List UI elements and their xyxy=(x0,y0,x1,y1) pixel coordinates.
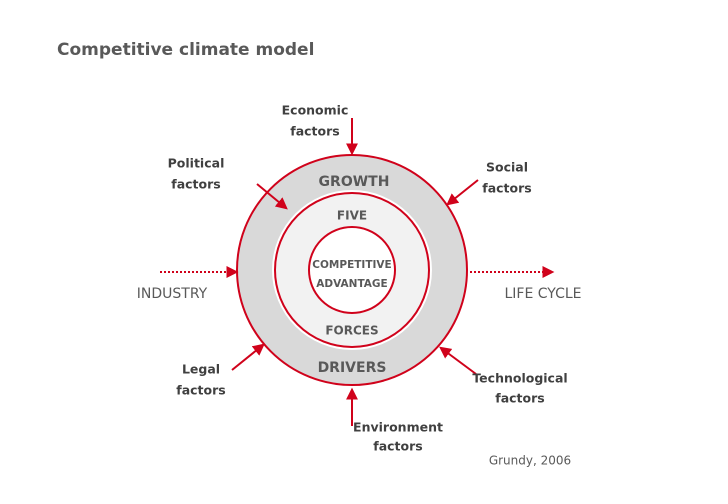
axis-label: INDUSTRY xyxy=(137,286,208,302)
factor-label: factors xyxy=(482,181,531,196)
ring-label: GROWTH xyxy=(319,174,390,190)
ring-label: FIVE xyxy=(337,209,367,223)
center-label: COMPETITIVE xyxy=(312,259,391,271)
ring-label: FORCES xyxy=(325,324,378,338)
inner-ring xyxy=(308,226,396,314)
factor-arrow xyxy=(256,183,288,210)
factor-label: factors xyxy=(176,383,225,398)
factor-arrow xyxy=(446,179,479,206)
factor-label: Technological xyxy=(472,371,567,386)
title: Competitive climate model xyxy=(57,40,314,60)
axis-label: LIFE CYCLE xyxy=(504,286,581,302)
factor-label: factors xyxy=(290,124,339,139)
factor-label: Economic xyxy=(282,103,349,118)
citation: Grundy, 2006 xyxy=(489,454,571,468)
factor-label: Social xyxy=(486,160,528,175)
factor-label: Political xyxy=(168,156,225,171)
factor-label: factors xyxy=(495,391,544,406)
factor-arrow xyxy=(231,343,265,371)
center-label: ADVANTAGE xyxy=(316,278,387,290)
ring-label: DRIVERS xyxy=(318,360,387,376)
factor-label: Legal xyxy=(182,362,220,377)
factor-label: factors xyxy=(171,177,220,192)
factor-label: factors xyxy=(373,439,422,454)
factor-arrow xyxy=(439,346,477,375)
factor-label: Environment xyxy=(353,420,443,435)
